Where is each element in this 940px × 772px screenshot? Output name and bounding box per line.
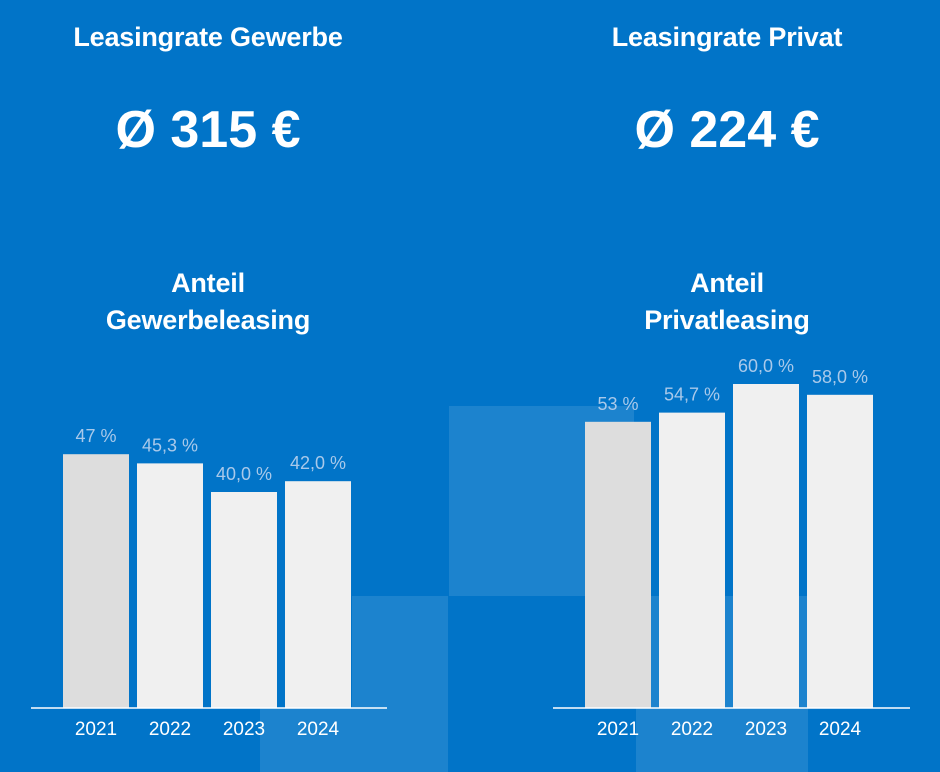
bar-2021 [63, 454, 129, 708]
x-tick-label: 2024 [297, 719, 340, 740]
average-rate-gewerbe: Ø 315 € [115, 101, 301, 159]
panel-heading-gewerbe: Leasingrate Gewerbe [73, 22, 343, 52]
chart-title-line2: Gewerbeleasing [105, 305, 311, 335]
bar-2024 [807, 394, 873, 708]
x-tick-label: 2023 [223, 719, 265, 740]
value-label: 40,0 % [216, 464, 272, 484]
bar-2024 [285, 481, 351, 708]
value-label: 45,3 % [142, 435, 198, 455]
value-label: 60,0 % [738, 356, 794, 376]
background-decoration [260, 708, 352, 772]
chart-title-line1: Anteil [690, 268, 764, 298]
bar-2023 [211, 492, 277, 708]
x-tick-label: 2021 [75, 719, 117, 740]
bar-2022 [137, 463, 203, 708]
chart-privat: 53 % 2021 54,7 % 2022 60,0 % 2023 58,0 % 2024 [553, 356, 910, 740]
x-tick-label: 2024 [819, 719, 862, 740]
chart-title-line2: Privatleasing [644, 305, 810, 335]
chart-title-gewerbe: Anteil Gewerbeleasing [28, 265, 388, 339]
chart-title-privat: Anteil Privatleasing [547, 265, 907, 339]
bar-2023 [733, 384, 799, 708]
x-tick-label: 2022 [671, 719, 713, 740]
value-label: 54,7 % [664, 385, 720, 405]
x-tick-label: 2023 [745, 719, 787, 740]
average-rate-privat: Ø 224 € [634, 101, 820, 159]
value-label: 47 % [75, 426, 116, 446]
x-tick-label: 2022 [149, 719, 191, 740]
background-decoration [352, 596, 448, 772]
value-label: 42,0 % [290, 453, 346, 473]
panel-heading-privat: Leasingrate Privat [611, 22, 843, 52]
x-tick-label: 2021 [597, 719, 639, 740]
value-label: 58,0 % [812, 367, 868, 387]
value-label: 53 % [597, 394, 638, 414]
bar-2021 [585, 421, 651, 708]
chart-title-line1: Anteil [171, 268, 245, 298]
bar-2022 [659, 412, 725, 708]
chart-gewerbe: 47 % 2021 45,3 % 2022 40,0 % 2023 42,0 % 2024 [31, 426, 387, 740]
